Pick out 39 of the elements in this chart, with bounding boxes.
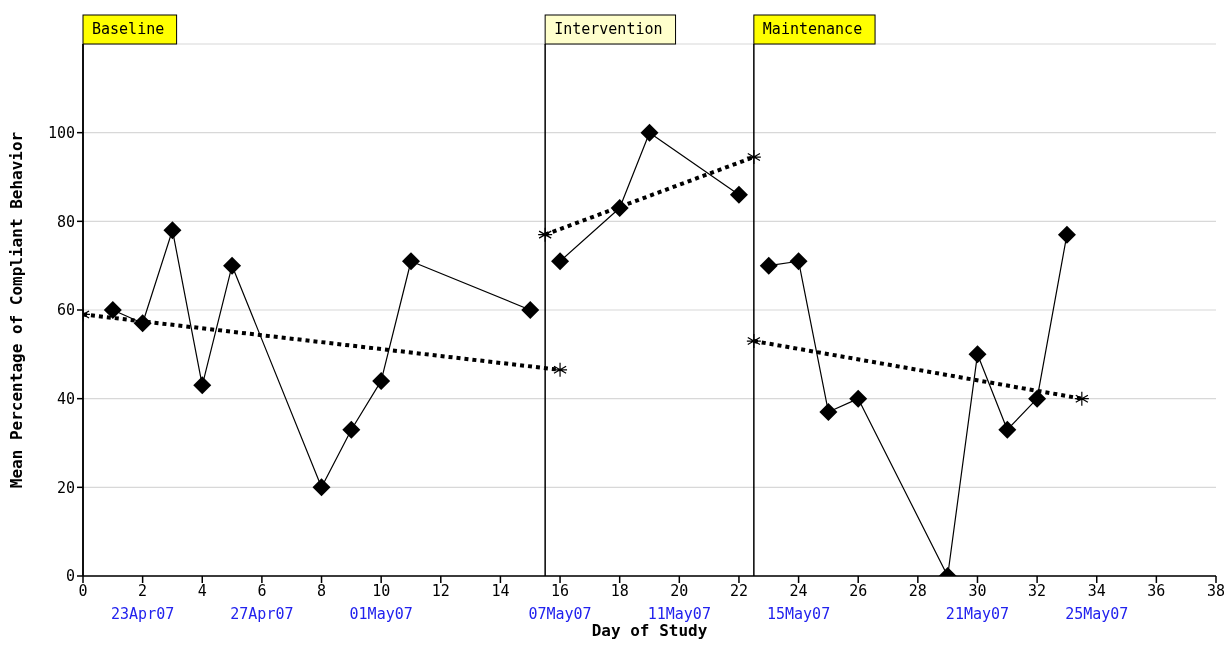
y-tick-label: 80 [56, 212, 75, 231]
y-tick-label: 60 [56, 301, 75, 320]
x2-tick-label: 25May07 [1065, 604, 1129, 623]
x-tick-label: 20 [670, 581, 689, 600]
x-tick-label: 34 [1087, 581, 1106, 600]
x-tick-label: 2 [138, 581, 148, 600]
x2-tick-label: 15May07 [766, 604, 831, 623]
x2-tick-label: 27Apr07 [230, 604, 294, 623]
x-tick-label: 26 [849, 581, 868, 600]
x-tick-label: 12 [431, 581, 450, 600]
x2-tick-label: 07May07 [528, 604, 592, 623]
y-tick-label: 0 [65, 567, 75, 586]
x-tick-label: 0 [78, 581, 88, 600]
x-tick-label: 8 [317, 581, 327, 600]
x-tick-label: 10 [372, 581, 391, 600]
y-tick-label: 20 [56, 478, 75, 497]
x-tick-label: 6 [257, 581, 267, 600]
y-tick-label: 40 [56, 389, 75, 408]
ref-line-label: Maintenance [762, 20, 863, 38]
x-axis-title: Day of Study [591, 621, 708, 640]
x-tick-label: 14 [491, 581, 510, 600]
y-axis-title: Mean Percentage of Compliant Behavior [6, 131, 26, 489]
x-tick-label: 18 [610, 581, 629, 600]
x2-tick-label: 11May07 [647, 604, 711, 623]
x-tick-label: 4 [197, 581, 207, 600]
x-tick-label: 28 [908, 581, 927, 600]
x-tick-label: 38 [1206, 581, 1226, 600]
x-tick-label: 36 [1147, 581, 1166, 600]
x-tick-label: 22 [729, 581, 748, 600]
x-tick-label: 24 [789, 581, 808, 600]
x2-tick-label: 23Apr07 [111, 604, 175, 623]
ref-line-label: Intervention [554, 20, 663, 38]
x2-tick-label: 01May07 [349, 604, 413, 623]
x-tick-label: 32 [1028, 581, 1047, 600]
x-tick-label: 16 [551, 581, 570, 600]
ref-line-label: Baseline [92, 20, 165, 38]
x2-tick-label: 21May07 [945, 604, 1010, 623]
x-tick-label: 30 [968, 581, 987, 600]
y-tick-label: 100 [47, 123, 75, 142]
